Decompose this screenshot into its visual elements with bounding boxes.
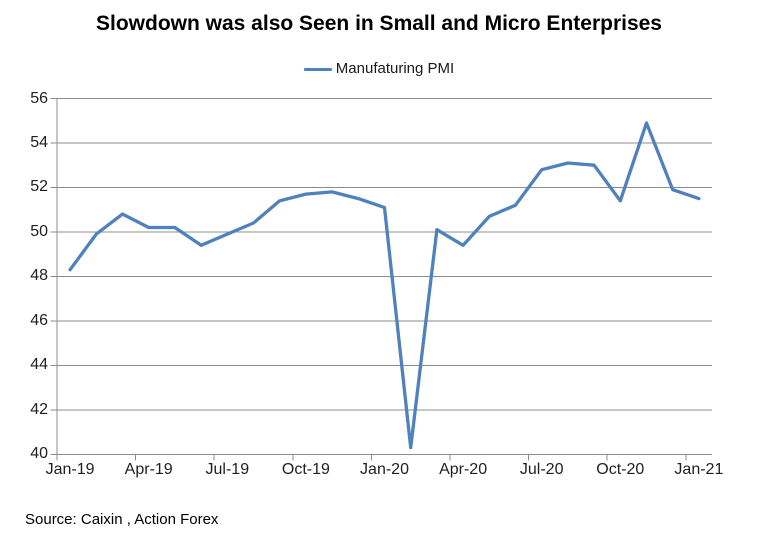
manufacturing-pmi-line-series [68, 121, 701, 450]
x-axis-label-Oct-20: Oct-20 [596, 461, 645, 478]
y-axis-label-56: 56 [30, 89, 48, 107]
y-axis-label-44: 44 [30, 356, 48, 374]
legend: Manufaturing PMI [0, 60, 758, 78]
y-axis-label-52: 52 [30, 178, 48, 196]
chart-title: Slowdown was also Seen in Small and Micr… [96, 12, 662, 35]
x-axis-label-Oct-19: Oct-19 [281, 461, 330, 478]
y-axis-label-46: 46 [30, 311, 48, 329]
legend-line-swatch [303, 67, 332, 71]
x-axis-label-Apr-19: Apr-19 [124, 461, 173, 478]
y-axis-label-48: 48 [30, 267, 48, 285]
legend-series-label: Manufaturing PMI [335, 60, 455, 77]
x-axis-label-Jul-19: Jul-19 [205, 461, 250, 478]
x-axis-label-Jan-21: Jan-21 [674, 461, 724, 478]
x-axis-label-Jan-19: Jan-19 [45, 461, 95, 478]
x-axis-label-Apr-20: Apr-20 [439, 461, 488, 478]
x-axis-label-Jul-20: Jul-20 [519, 461, 564, 478]
y-axis-label-54: 54 [30, 133, 48, 151]
y-axis-label-42: 42 [30, 400, 48, 418]
source-note: Source: Caixin , Action Forex [25, 511, 219, 528]
y-axis-label-50: 50 [30, 222, 48, 240]
x-axis-label-Jan-20: Jan-20 [360, 461, 409, 478]
y-axis-label-40: 40 [30, 445, 48, 463]
